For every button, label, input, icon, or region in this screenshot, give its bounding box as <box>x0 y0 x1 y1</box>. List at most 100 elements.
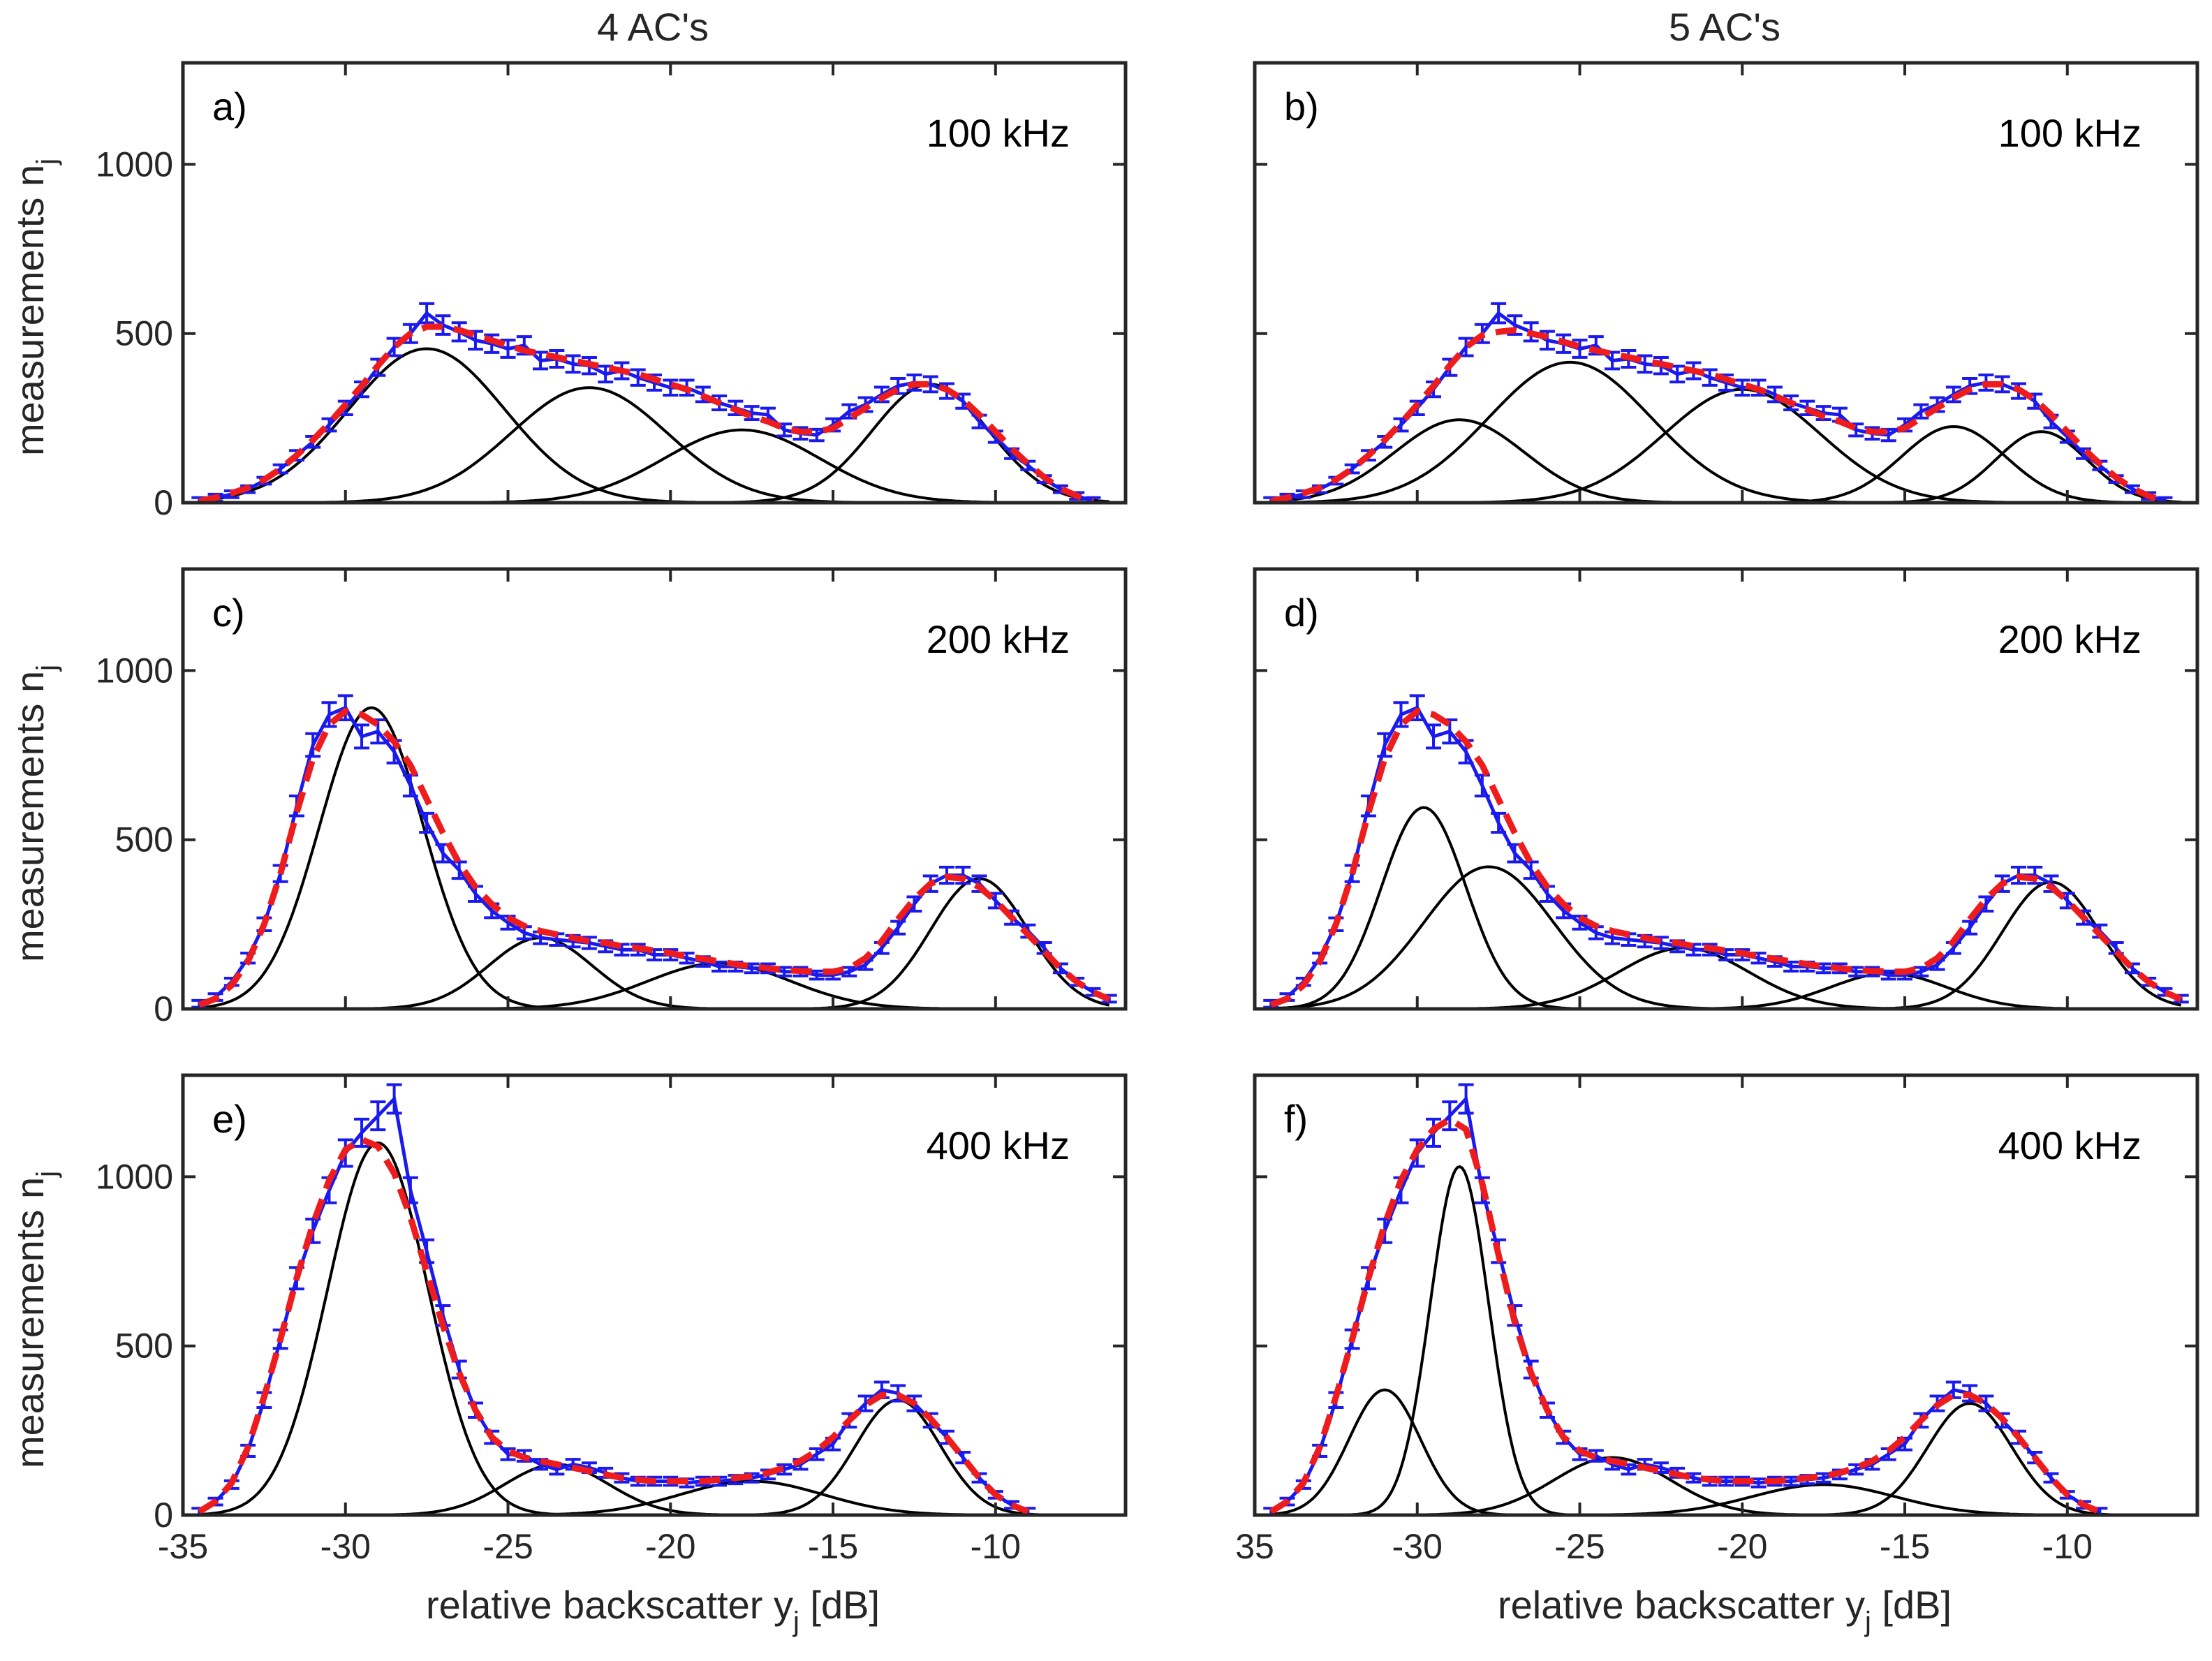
ylabel-subscript: j <box>31 665 62 672</box>
column-title-5acs: 5 AC's <box>1669 5 1780 49</box>
fit-series-line <box>198 707 1111 1008</box>
measured-point <box>435 314 451 336</box>
measured-point <box>451 860 467 880</box>
xlabel-unit: [dB] <box>1871 1583 1952 1627</box>
measured-point <box>565 354 581 374</box>
measured-point <box>1491 302 1507 325</box>
xtick-label: 35 <box>1235 1527 1274 1566</box>
axes-frame <box>181 61 1128 505</box>
fit-series-line <box>1269 1115 2102 1515</box>
panel-d: d) 200 kHz <box>1253 567 2199 1011</box>
ytick-label: 0 <box>154 989 173 1028</box>
measured-point <box>500 339 516 359</box>
measured-point <box>1442 1100 1458 1132</box>
fit-series-line <box>1269 707 2183 1008</box>
measured-point <box>1913 403 1929 420</box>
measured-point <box>370 1100 386 1132</box>
measured-point <box>1491 811 1507 834</box>
measured-point <box>386 1083 402 1115</box>
measured-point <box>1426 723 1442 750</box>
xtick-label: -35 <box>158 1527 208 1566</box>
measured-point <box>1377 732 1393 758</box>
xtick-label: -25 <box>482 1527 533 1566</box>
measured-point <box>663 378 679 397</box>
measured-point <box>1637 354 1653 374</box>
measured-point <box>1702 368 1718 387</box>
measured-point <box>630 368 646 387</box>
panel-f: 35 -30 -25 -20 -15 -10 f) 400 kHz <box>1235 1073 2199 1566</box>
xlabel-subscript: j <box>1864 1607 1871 1637</box>
measured-point <box>744 405 760 422</box>
measured-point <box>857 1394 873 1412</box>
frequency-label: 200 kHz <box>1998 617 2141 661</box>
ytick-label: 0 <box>154 1496 173 1535</box>
svg-text:measurements nj: measurements nj <box>8 158 62 456</box>
panel-label: a) <box>212 84 247 128</box>
measured-point <box>1523 860 1539 880</box>
measured-point <box>1572 339 1588 359</box>
panel-label: c) <box>212 591 245 635</box>
measured-point <box>354 723 370 750</box>
measured-point <box>922 375 938 394</box>
measured-point <box>776 1463 792 1476</box>
measured-point <box>419 811 435 834</box>
ytick-label: 0 <box>154 483 173 522</box>
ytick-label: 1000 <box>96 145 173 184</box>
svg-text:measurements nj: measurements nj <box>8 665 62 962</box>
measured-point <box>1734 378 1750 397</box>
measured-point <box>890 920 906 936</box>
measured-point <box>321 701 337 728</box>
ylabel-subscript: j <box>31 158 62 165</box>
axes-frame <box>1253 61 2199 505</box>
ylabel-row-1: measurements nj <box>8 158 62 456</box>
xlabel-subscript: j <box>792 1607 799 1637</box>
xlabel-unit: [dB] <box>799 1583 880 1627</box>
measured-point <box>1458 1083 1474 1115</box>
ylabel-subscript: j <box>31 1171 62 1178</box>
column-title-4acs: 4 AC's <box>597 5 709 49</box>
fit-series-line <box>1270 327 2166 505</box>
fit-series-line <box>198 323 1094 505</box>
panel-label: d) <box>1284 591 1319 635</box>
ylabel-text: measurements n <box>8 671 52 962</box>
ylabel-text: measurements n <box>8 165 52 456</box>
xtick-label: -20 <box>645 1527 695 1566</box>
axes-frame <box>181 567 1128 1011</box>
measured-point <box>337 694 353 722</box>
ytick-label: 1000 <box>96 1157 173 1196</box>
panel-c: 0 500 1000 c) 200 kHz <box>96 567 1128 1028</box>
ylabel-row-2: measurements nj <box>8 665 62 962</box>
xlabel-right: relative backscatter yj [dB] <box>1498 1583 1952 1637</box>
measured-point <box>1718 1475 1734 1487</box>
measured-point <box>1962 920 1978 936</box>
panel-a: 0 500 1000 a) 100 kHz <box>96 61 1128 522</box>
frequency-label: 100 kHz <box>927 111 1070 155</box>
measured-point <box>1783 1475 1799 1487</box>
fit-series-line <box>197 1136 1030 1515</box>
panel-label: e) <box>212 1097 247 1141</box>
measured-point <box>809 1447 825 1461</box>
measured-point <box>354 1117 370 1148</box>
ylabel-text: measurements n <box>8 1177 52 1468</box>
ytick-label: 500 <box>115 314 173 353</box>
axes-frame <box>1253 567 2199 1011</box>
measured-point <box>2076 447 2092 460</box>
measured-point <box>841 966 857 977</box>
panel-b: b) 100 kHz <box>1253 61 2199 505</box>
measured-point <box>1409 694 1425 722</box>
xtick-label: -10 <box>971 1527 1021 1566</box>
xlabel-text: relative backscatter y <box>1498 1583 1865 1627</box>
measured-point <box>1393 701 1409 728</box>
measured-point <box>906 895 922 913</box>
panels: 0 500 1000 a) 100 kHz b) 100 kHz 0 500 1000 c) 200 … <box>96 61 2199 1566</box>
measured-point <box>305 732 321 758</box>
ytick-label: 500 <box>115 820 173 859</box>
xtick-label: -30 <box>320 1527 371 1566</box>
axes-frame <box>1253 1073 2199 1517</box>
panel-label: b) <box>1284 84 1319 128</box>
measured-point <box>1588 1449 1604 1463</box>
xtick-label: -25 <box>1554 1527 1605 1566</box>
xtick-label: -20 <box>1717 1527 1767 1566</box>
